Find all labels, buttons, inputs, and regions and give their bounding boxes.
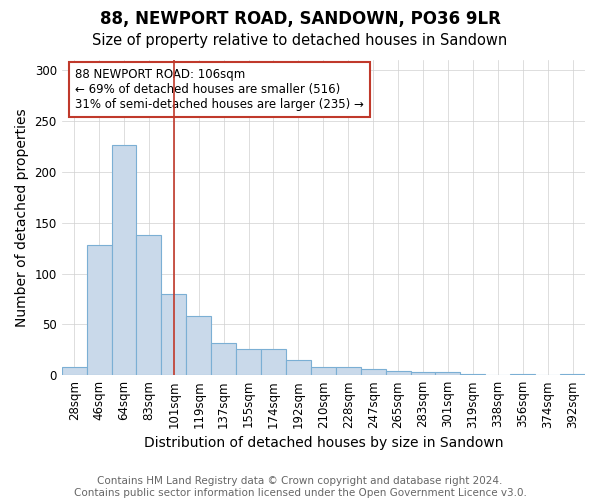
Bar (136, 235, 161, 375)
Text: Size of property relative to detached houses in Sandown: Size of property relative to detached ho… (92, 32, 508, 48)
Y-axis label: Number of detached properties: Number of detached properties (15, 108, 29, 327)
Bar (286, 360, 311, 375)
Bar (211, 342, 236, 375)
Bar (86, 245, 112, 375)
Bar (62, 367, 86, 375)
Bar (436, 372, 460, 375)
X-axis label: Distribution of detached houses by size in Sandown: Distribution of detached houses by size … (143, 436, 503, 450)
Text: Contains HM Land Registry data © Crown copyright and database right 2024.
Contai: Contains HM Land Registry data © Crown c… (74, 476, 526, 498)
Text: 88, NEWPORT ROAD, SANDOWN, PO36 9LR: 88, NEWPORT ROAD, SANDOWN, PO36 9LR (100, 10, 500, 28)
Bar (560, 374, 585, 375)
Bar (186, 316, 211, 375)
Bar (261, 348, 286, 375)
Bar (112, 146, 136, 375)
Bar (410, 372, 436, 375)
Bar (386, 371, 410, 375)
Bar (336, 367, 361, 375)
Bar (460, 374, 485, 375)
Bar (361, 369, 386, 375)
Bar (236, 348, 261, 375)
Text: 88 NEWPORT ROAD: 106sqm
← 69% of detached houses are smaller (516)
31% of semi-d: 88 NEWPORT ROAD: 106sqm ← 69% of detache… (75, 68, 364, 111)
Bar (161, 294, 186, 375)
Bar (510, 374, 535, 375)
Bar (311, 367, 336, 375)
